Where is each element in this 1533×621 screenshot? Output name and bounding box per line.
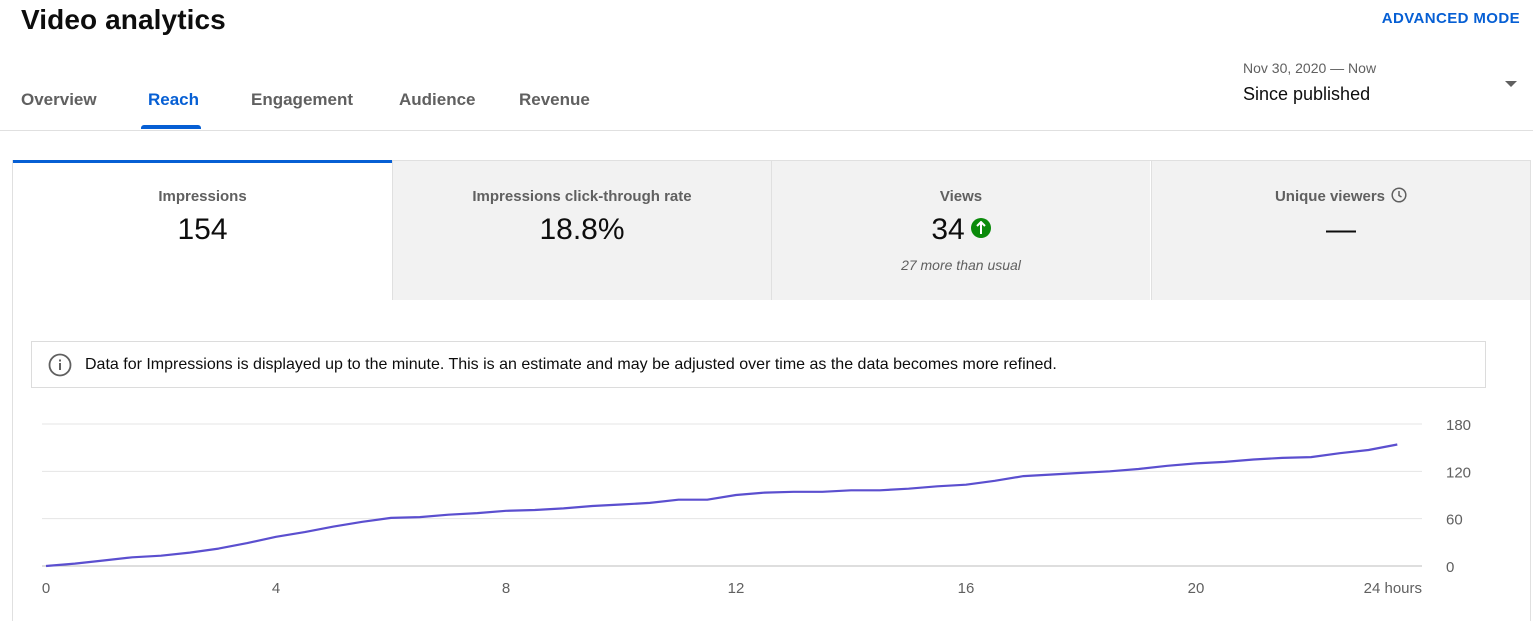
arrow-up-icon	[970, 218, 991, 239]
metric-ctr[interactable]: Impressions click-through rate 18.8%	[392, 161, 771, 300]
x-tick-label: 20	[1188, 580, 1205, 597]
x-tick-label: 16	[958, 580, 975, 597]
metric-label: Impressions	[158, 188, 247, 205]
tab-overview[interactable]: Overview	[21, 90, 97, 109]
metric-label: Unique viewers	[1274, 188, 1386, 205]
metric-value: —	[1326, 213, 1356, 247]
impressions-series-line	[45, 443, 1398, 568]
tab-engagement[interactable]: Engagement	[251, 90, 354, 109]
x-tick-label: 12	[728, 580, 745, 597]
info-text: Data for Impressions is displayed up to …	[85, 356, 1057, 373]
active-tab-indicator	[141, 125, 201, 129]
y-tick-label: 60	[1446, 512, 1463, 529]
x-tick-label: 4	[272, 580, 280, 597]
metric-tabs: Impressions 154 Impressions click-throug…	[13, 160, 1530, 300]
y-tick-label: 120	[1446, 464, 1471, 481]
x-tick-label: 24 hours	[1364, 580, 1422, 597]
date-range-selector[interactable]: Nov 30, 2020 — Now Since published	[1243, 60, 1523, 105]
metric-label-row: Unique viewers	[1152, 187, 1530, 205]
metric-value-row: 34	[772, 213, 1150, 247]
metric-note: 27 more than usual	[901, 257, 1021, 273]
tab-reach[interactable]: Reach	[148, 90, 200, 109]
tab-bar: Overview Reach Engagement Audience Reven…	[0, 72, 1533, 131]
date-range-selected: Since published	[1243, 84, 1371, 104]
tab-audience[interactable]: Audience	[399, 90, 476, 109]
chevron-down-icon	[1505, 81, 1517, 87]
metric-label: Views	[939, 188, 983, 205]
tab-revenue[interactable]: Revenue	[519, 90, 590, 109]
metric-value: 18.8%	[539, 213, 625, 246]
metric-impressions[interactable]: Impressions 154	[13, 160, 392, 300]
x-tick-label: 8	[502, 580, 510, 597]
y-tick-label: 0	[1446, 559, 1454, 576]
metric-label: Impressions click-through rate	[472, 188, 692, 205]
date-range-dates: Nov 30, 2020 — Now	[1243, 60, 1377, 76]
x-tick-label: 0	[42, 580, 50, 597]
page-title: Video analytics	[21, 4, 226, 35]
analytics-card: Impressions 154 Impressions click-throug…	[12, 160, 1531, 621]
metric-views[interactable]: Views 34 27 more than usual	[771, 161, 1150, 300]
metric-value: 154	[177, 213, 228, 246]
info-icon	[48, 353, 72, 377]
metric-value: 34	[931, 213, 965, 246]
clock-icon	[1391, 187, 1407, 203]
info-banner: Data for Impressions is displayed up to …	[31, 341, 1486, 388]
y-tick-label: 180	[1446, 417, 1471, 434]
advanced-mode-link[interactable]: ADVANCED MODE	[1381, 10, 1520, 27]
metric-unique-viewers[interactable]: Unique viewers —	[1151, 161, 1530, 300]
